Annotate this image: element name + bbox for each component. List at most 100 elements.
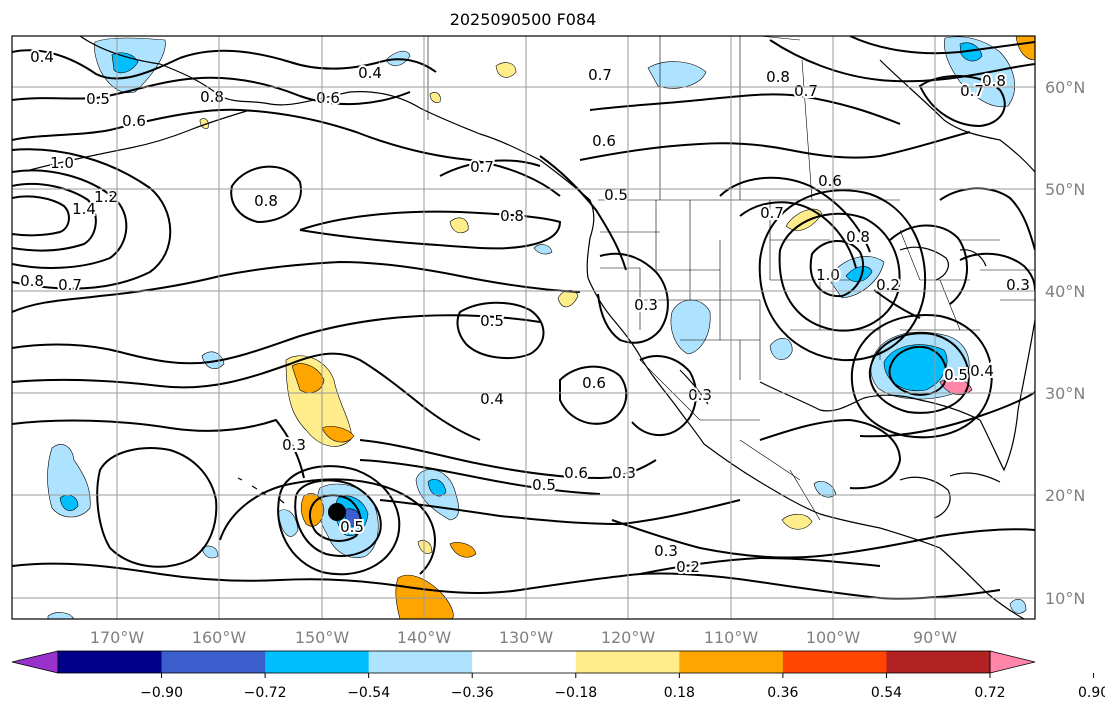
longitude-tick-label: 130°W	[499, 628, 554, 647]
contour-label: 0.7	[794, 82, 818, 100]
contour-subtropic-04	[12, 352, 481, 441]
contour-west-low-outer	[12, 148, 172, 290]
colorbar-extend-low	[11, 650, 59, 674]
contour-canada-08	[579, 131, 971, 161]
figure-title: 2025090500 F084	[450, 10, 597, 29]
contour-arctic-07	[769, 39, 1035, 83]
contour-plains-07	[739, 201, 857, 269]
contour-west-low-inner	[12, 183, 97, 252]
contour-label: 0.6	[316, 89, 340, 107]
contour-label: 0.6	[818, 172, 842, 190]
contour-label: 0.6	[592, 132, 616, 150]
contour-central-06	[12, 314, 541, 365]
contour-tropic-06	[359, 439, 657, 480]
colorbar-bin	[575, 651, 680, 673]
coastlines	[29, 36, 1035, 619]
shade-mexico-yellow	[781, 513, 813, 530]
shade-tropics-core	[427, 479, 447, 497]
contour-label: 0.8	[254, 192, 278, 210]
shade-central-orange-2	[321, 426, 355, 443]
longitude-tick-label: 140°W	[397, 628, 452, 647]
contour-great-lakes-02	[873, 289, 921, 319]
graticule	[12, 36, 1035, 619]
shade-central-orange	[291, 363, 325, 393]
contour-label: 0.3	[282, 436, 306, 454]
contour-label: 1.0	[50, 154, 74, 172]
contour-label: 0.4	[30, 48, 54, 66]
contour-storm-outer	[219, 478, 436, 575]
shade-plains-yellow	[785, 208, 823, 231]
mexico-states	[639, 359, 821, 521]
contour-label: 1.0	[816, 266, 840, 284]
latitude-tick-label: 20°N	[1045, 486, 1085, 505]
coast-alaska	[79, 36, 541, 161]
coast-great-lakes	[899, 246, 987, 281]
contour-north-06	[12, 108, 561, 197]
contour-south-02	[12, 562, 1001, 600]
colorbar-bin	[265, 651, 370, 673]
contour-label: 0.4	[970, 362, 994, 380]
latitude-tick-labels: 60°N 50°N 40°N 30°N 20°N 10°N	[1045, 78, 1085, 608]
contour-low-ring3	[889, 224, 969, 305]
contour-low-10	[809, 239, 865, 298]
contour-storm-ring3	[308, 494, 362, 542]
map-frame	[11, 35, 1036, 620]
coast-cuba	[949, 472, 1001, 483]
map-panel: 0.4 0.5 0.6 0.8 0.6 0.4 0.7 0.8 0.7 0.8 …	[11, 35, 1085, 647]
contour-dateline-08	[230, 165, 302, 224]
coast-mexico	[703, 443, 941, 549]
latitude-tick-label: 10°N	[1045, 589, 1085, 608]
shade-midwest-core	[845, 266, 873, 283]
contour-bc-05	[539, 155, 627, 271]
shade-texas-blue	[769, 338, 793, 360]
latitude-tick-label: 50°N	[1045, 180, 1085, 199]
colorbar-tick-label: −0.54	[347, 685, 390, 701]
contour-label: 0.5	[532, 476, 556, 494]
shade-gulf-blue	[813, 481, 837, 498]
province-borders	[659, 36, 813, 201]
contour-label: 0.7	[960, 82, 984, 100]
colorbar-tick-label: 0.18	[664, 685, 695, 701]
contour-label: 0.6	[564, 464, 588, 482]
contour-label: 0.2	[676, 558, 700, 576]
colorbar-tick-label: −0.90	[140, 685, 183, 701]
state-borders-east	[899, 229, 1035, 331]
shade-bottomleft-blue	[47, 612, 75, 619]
contour-gulf-08	[299, 210, 562, 250]
state-borders-central	[769, 200, 881, 360]
shade-southeast-pink	[939, 378, 973, 395]
longitude-tick-label: 150°W	[295, 628, 350, 647]
contour-label: 0.8	[846, 228, 870, 246]
contour-storm-ring2	[277, 465, 401, 576]
contour-label: 0.5	[480, 312, 504, 330]
islands-hawaii	[237, 477, 285, 504]
contour-west-dateline-03	[96, 447, 218, 568]
contour-label: 0.7	[760, 204, 784, 222]
contour-west-low-mid	[12, 169, 128, 269]
contour-label: 0.7	[470, 158, 494, 176]
longitude-tick-label: 160°W	[192, 628, 247, 647]
colorbar-bin	[472, 651, 577, 673]
contour-label-group: 0.4 0.5 0.6 0.8 0.6 0.4 0.7 0.8 0.7 0.8 …	[18, 46, 1032, 578]
contour-west-low-core	[12, 195, 70, 237]
longitude-tick-labels: 170°W 160°W 150°W 140°W 130°W 120°W 110°W 100°W…	[90, 628, 957, 647]
shade-dateline-blue	[47, 444, 91, 518]
shade-hudson-core	[959, 42, 983, 62]
colorbar-bin	[886, 651, 991, 673]
contour-lines	[12, 36, 1035, 600]
contour-southeast-low2	[850, 314, 993, 439]
shade-bc-yellow	[449, 217, 469, 234]
colorbar-bin	[161, 651, 266, 673]
latitude-tick-label: 30°N	[1045, 384, 1085, 403]
contour-label: 1.2	[94, 188, 118, 206]
state-borders-west	[600, 200, 761, 380]
shade-storm-deep	[343, 508, 363, 527]
political-boundaries	[427, 36, 1035, 521]
longitude-tick-label: 90°W	[913, 628, 957, 647]
colorbar-bin	[679, 651, 784, 673]
contour-label: 0.8	[200, 88, 224, 106]
contour-low-ring1	[778, 212, 901, 332]
contour-east-03	[959, 252, 1035, 291]
contour-label: 0.5	[340, 518, 364, 536]
colorbar-tick-label: −0.72	[244, 685, 287, 701]
